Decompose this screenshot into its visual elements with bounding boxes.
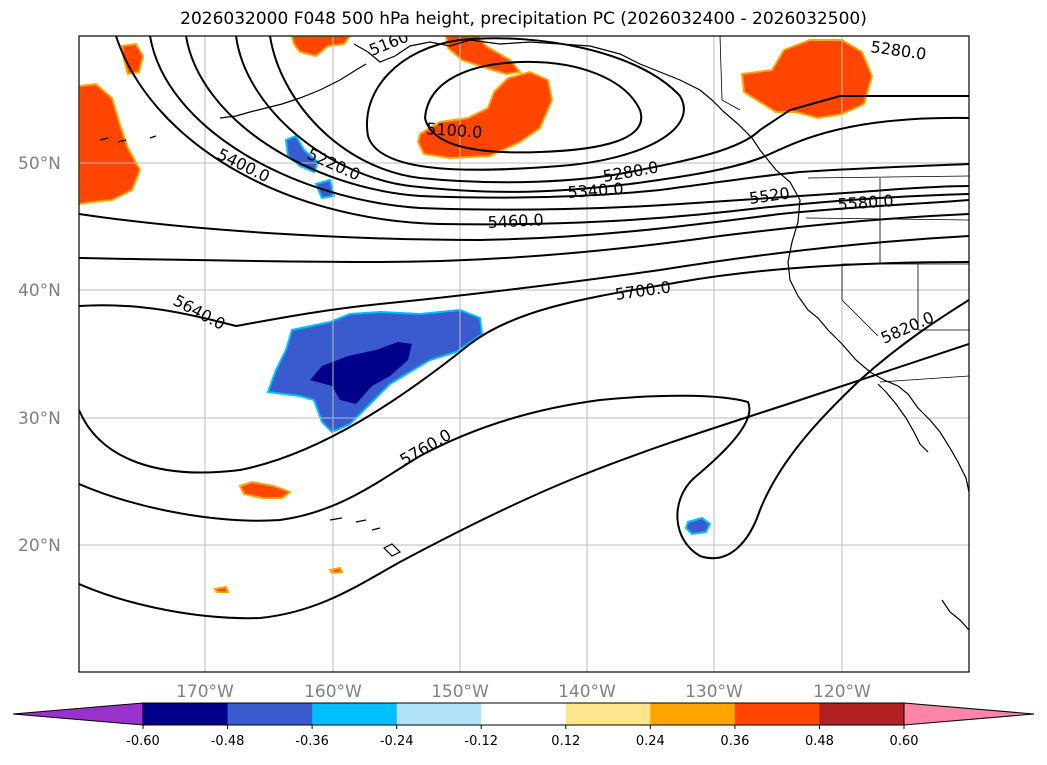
- contour-label-5280-northeast: 5280.0: [869, 37, 927, 64]
- colorbar-tick-label: 0.36: [720, 734, 749, 749]
- map-title: 2026032000 F048 500 hPa height, precipit…: [180, 9, 867, 29]
- precip-area-tiny-hawaii: [328, 566, 344, 575]
- colorbar-segment: [143, 703, 229, 725]
- longitude-labels: 170°W 160°W 150°W 140°W 130°W 120°W: [176, 682, 871, 702]
- contour-label-5760: 5760.0: [397, 425, 455, 469]
- contour-5160: [365, 37, 685, 171]
- contour-5340: [185, 36, 969, 199]
- precip-area-small-south: [238, 480, 293, 499]
- colorbar-extend-low: [12, 702, 144, 726]
- lon-label-130w: 130°W: [685, 682, 743, 702]
- contour-5640: [79, 235, 969, 328]
- precip-area-central-core: [310, 342, 412, 404]
- coastline-baja: [877, 383, 929, 453]
- border-alaska-canada: [719, 36, 741, 111]
- coastline-mexico-south: [941, 599, 969, 631]
- colorbar-tick-label: -0.24: [380, 734, 414, 749]
- colorbar-tick-label: 0.48: [805, 734, 834, 749]
- contour-label-5400: 5400.0: [214, 145, 273, 187]
- lon-label-170w: 170°W: [176, 682, 234, 702]
- colorbar-outline: [142, 702, 905, 726]
- colorbar-segment: [481, 703, 567, 725]
- plot-frame: [78, 35, 970, 673]
- gridlines: [79, 36, 969, 672]
- colorbar-tick-label: 0.24: [636, 734, 665, 749]
- coastlines: [99, 39, 969, 631]
- colorbar-extend-high: [903, 702, 1035, 726]
- lat-label-40n: 40°N: [18, 281, 61, 301]
- colorbar-tick-label: -0.36: [295, 734, 329, 749]
- colorbar-tick-label: 0.60: [890, 734, 919, 749]
- precip-area-top-center: [290, 36, 352, 58]
- coastline-north-america: [767, 159, 969, 493]
- colorbar-segment: [312, 703, 398, 725]
- precip-positive-areas: [79, 36, 874, 593]
- contour-5280: [235, 36, 969, 193]
- border-canada-us: [807, 175, 969, 179]
- coastline-alaska: [353, 39, 769, 161]
- colorbar-segment: [734, 703, 820, 725]
- precip-area-northwest-negative-small: [314, 178, 336, 200]
- coastline-aleutians: [219, 63, 367, 119]
- precip-area-northeast: [740, 39, 874, 120]
- precip-area-tiny-south: [213, 585, 230, 593]
- contour-5460: [115, 36, 969, 226]
- contour-5820: [79, 343, 969, 620]
- precip-area-gulf-low: [416, 70, 554, 160]
- precip-area-small-northwest: [120, 42, 145, 76]
- precip-negative-areas: [266, 134, 712, 536]
- lon-label-160w: 160°W: [304, 682, 362, 702]
- lat-label-20n: 20°N: [18, 536, 61, 556]
- lat-label-50n: 50°N: [18, 154, 61, 174]
- lon-label-140w: 140°W: [558, 682, 616, 702]
- colorbar-segment: [565, 703, 651, 725]
- contour-5520: [79, 199, 969, 242]
- lon-label-150w: 150°W: [431, 682, 489, 702]
- lon-label-120w: 120°W: [813, 682, 871, 702]
- contour-5760: [79, 299, 969, 559]
- colorbar-tick-label: -0.12: [464, 734, 498, 749]
- contour-label-5340: 5340.0: [567, 179, 624, 202]
- contour-label-5700: 5700.0: [614, 277, 672, 304]
- contour-label-5160: 5160: [366, 27, 411, 60]
- coastline-western-islands: [99, 135, 157, 143]
- border-us-mexico: [879, 375, 969, 383]
- contour-label-5520: 5520: [748, 183, 791, 207]
- contour-5100: [423, 60, 643, 154]
- colorbar-segment: [650, 703, 736, 725]
- contour-5580: [79, 213, 969, 264]
- colorbar-segment: [819, 703, 905, 725]
- contour-label-5100: 5100.0: [426, 119, 483, 142]
- precip-area-west-edge: [79, 82, 142, 206]
- map-plot-area: 5100.0 5160 5220.0 5280.0 5280.0 5340.0 …: [79, 27, 969, 672]
- contour-label-5460: 5460.0: [487, 210, 544, 232]
- colorbar-tick-label: -0.60: [126, 734, 160, 749]
- latitude-labels: 50°N 40°N 30°N 20°N: [18, 154, 61, 556]
- contour-5400: [149, 36, 969, 211]
- contour-5220: [269, 36, 969, 184]
- height-contours: [79, 36, 969, 620]
- precip-area-east-pacific-negative: [684, 516, 712, 536]
- colorbar-segment: [227, 703, 313, 725]
- contour-label-5580: 5580.0: [837, 191, 894, 214]
- colorbar-tick-label: -0.48: [211, 734, 245, 749]
- lat-label-30n: 30°N: [18, 409, 61, 429]
- contour-5700: [79, 261, 969, 474]
- coastline-hawaii: [329, 517, 402, 557]
- colorbar-segment: [396, 703, 482, 725]
- colorbar-tick-label: 0.12: [551, 734, 580, 749]
- colorbar: -0.60 -0.48 -0.36 -0.24 -0.12 0.12 0.24 0.36 0.4…: [12, 702, 1035, 749]
